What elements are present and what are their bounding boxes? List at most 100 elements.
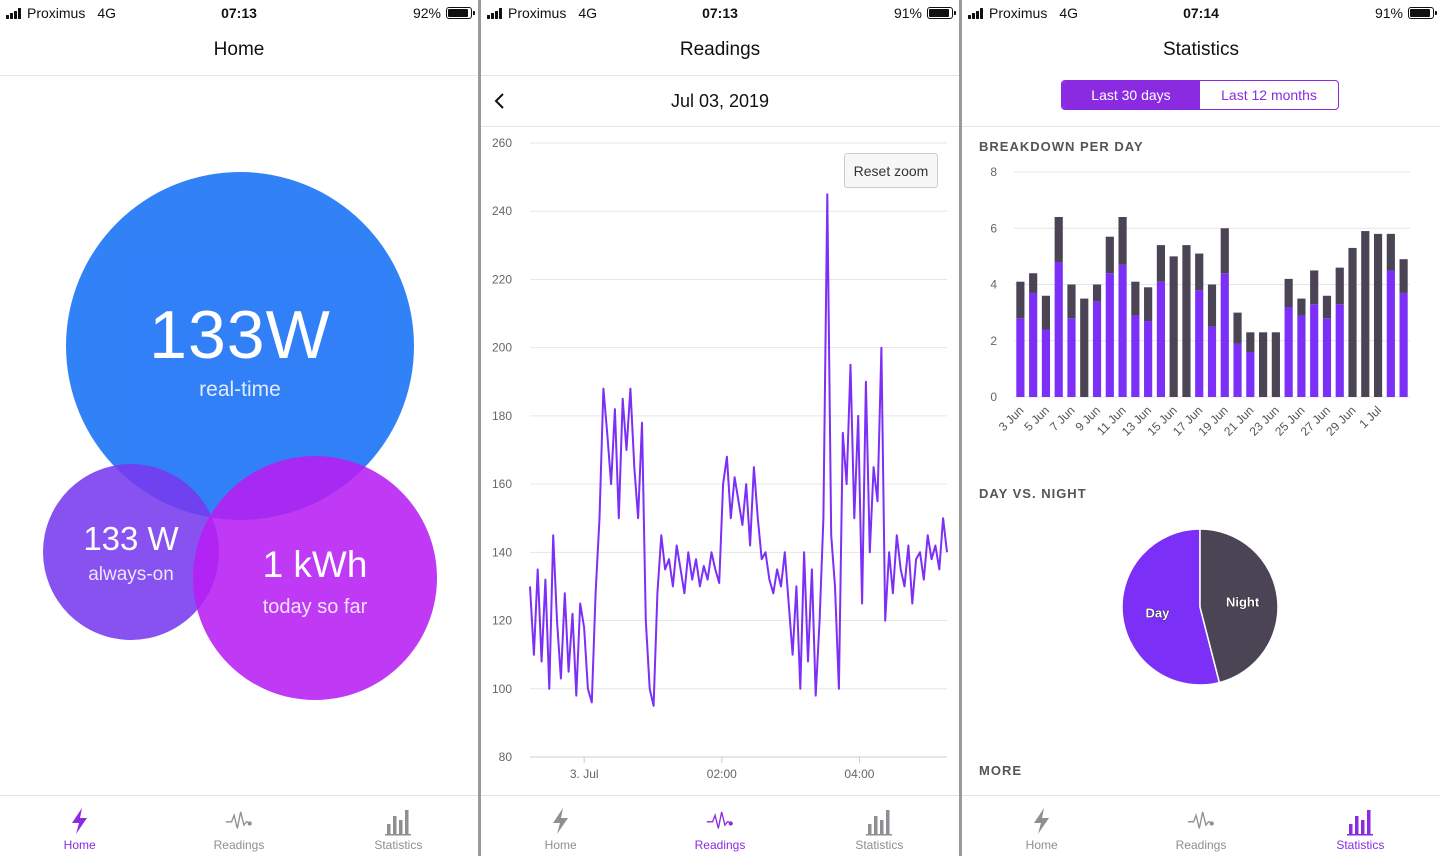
y-tick-label: 4	[990, 278, 997, 292]
tab-label: Home	[544, 838, 577, 852]
bar-night	[1118, 217, 1127, 265]
x-tick-label: 3. Jul	[570, 767, 599, 781]
bar-day	[1054, 262, 1063, 397]
tab-readings[interactable]: Readings	[1121, 796, 1280, 856]
today-bubble[interactable]: 1 kWh today so far	[193, 456, 437, 700]
realtime-bubble[interactable]: 133W real-time	[66, 172, 414, 520]
bar-day	[1386, 270, 1395, 397]
battery-icon	[927, 7, 956, 19]
bar-night	[1041, 295, 1051, 330]
realtime-label: real-time	[199, 378, 281, 401]
pie-label: Day	[1146, 605, 1171, 620]
y-tick-label: 220	[492, 272, 512, 286]
tab-label: Home	[1025, 838, 1058, 852]
bar-day	[1067, 318, 1076, 397]
bar-night	[1067, 284, 1076, 319]
bar-day	[1246, 352, 1255, 397]
tab-label: Statistics	[374, 838, 423, 852]
tab-home[interactable]: Home	[962, 796, 1121, 856]
bar-night	[1029, 273, 1038, 293]
status-bar: Proximus 4G 07:13 91%	[481, 0, 959, 26]
lightning-icon	[71, 808, 87, 834]
segment-last-12-months[interactable]: Last 12 months	[1221, 87, 1317, 103]
network-type: 4G	[578, 5, 598, 21]
nav-bar: Statistics	[962, 26, 1440, 126]
day-night-pie-chart[interactable]: Day Night	[962, 510, 1440, 760]
x-tick-label: 1 Jul	[1356, 403, 1384, 431]
pulse-icon	[1187, 811, 1214, 829]
x-tick-label: 29 Jun	[1323, 403, 1358, 438]
tab-statistics[interactable]: Statistics	[800, 796, 959, 856]
bar-night	[1322, 295, 1332, 319]
bar-night	[1310, 270, 1319, 305]
bar-night	[1348, 247, 1357, 397]
page-title: Readings	[679, 39, 761, 60]
carrier-name: Proximus	[989, 5, 1048, 21]
tab-statistics[interactable]: Statistics	[319, 796, 478, 856]
breakdown-section-title: BREAKDOWN PER DAY	[979, 139, 1144, 154]
clock: 07:13	[702, 5, 738, 21]
pie-label: Night	[1226, 595, 1260, 610]
bar-night	[1399, 259, 1408, 293]
bar-night	[1105, 236, 1114, 274]
y-tick-label: 160	[492, 477, 512, 491]
readings-line-chart[interactable]: 80 100 120 140 160 180 200 220 240 260 3. Jul 02:00…	[481, 127, 959, 797]
bar-night	[1144, 287, 1153, 322]
bar-day	[1310, 304, 1319, 397]
bar-night	[1207, 284, 1217, 327]
tab-readings[interactable]: Readings	[159, 796, 318, 856]
bar-day	[1118, 264, 1127, 397]
bar-night	[1169, 256, 1178, 397]
status-bar: Proximus 4G 07:13 92%	[0, 0, 478, 26]
y-tick-label: 2	[990, 334, 997, 348]
status-bar: Proximus 4G 07:14 91%	[962, 0, 1440, 26]
bar-night	[1080, 298, 1089, 397]
bar-day	[1041, 329, 1051, 397]
bar-day	[1016, 318, 1025, 397]
chevron-left-icon[interactable]	[489, 90, 511, 112]
battery-percent: 91%	[1374, 5, 1403, 21]
bar-night	[1016, 281, 1025, 319]
segment-last-30-days[interactable]: Last 30 days	[1062, 81, 1200, 109]
bar-night	[1220, 228, 1229, 274]
signal-icon	[487, 7, 502, 19]
divider	[962, 126, 1440, 127]
tab-bar: Home Readings Statistics	[962, 795, 1440, 856]
battery-icon	[1408, 7, 1437, 19]
clock: 07:14	[1183, 5, 1219, 21]
always-on-bubble[interactable]: 133 W always-on	[43, 464, 219, 640]
signal-icon	[6, 7, 21, 19]
home-screen: Proximus 4G 07:13 92% Home 133W real-time…	[0, 0, 478, 856]
y-tick-label: 240	[492, 204, 512, 218]
clock: 07:13	[221, 5, 257, 21]
tab-statistics[interactable]: Statistics	[1281, 796, 1440, 856]
bar-day	[1131, 315, 1140, 397]
battery-percent: 91%	[893, 5, 922, 21]
readings-series-line	[529, 193, 948, 707]
pie-slice-night	[1199, 528, 1279, 684]
y-tick-label: 80	[499, 750, 513, 764]
lightning-icon	[552, 808, 568, 834]
x-tick-label: 5 Jun	[1021, 403, 1052, 434]
pulse-icon	[706, 811, 733, 829]
page-title: Statistics	[1162, 39, 1240, 60]
network-type: 4G	[1059, 5, 1079, 21]
carrier-name: Proximus	[27, 5, 86, 21]
bar-day	[1092, 301, 1102, 397]
y-tick-label: 8	[990, 165, 997, 179]
tab-home[interactable]: Home	[481, 796, 640, 856]
bar-day	[1297, 315, 1306, 397]
reset-zoom-button[interactable]: Reset zoom	[844, 153, 938, 188]
tab-label: Home	[63, 838, 96, 852]
bar-night	[1386, 233, 1395, 271]
tab-home[interactable]: Home	[0, 796, 159, 856]
pulse-icon	[225, 811, 252, 829]
daynight-section-title: DAY VS. NIGHT	[979, 486, 1087, 501]
tab-readings[interactable]: Readings	[640, 796, 799, 856]
bar-day	[1144, 321, 1153, 397]
nav-bar: Home	[0, 26, 478, 76]
bar-night	[1092, 284, 1102, 302]
y-tick-label: 6	[990, 221, 997, 235]
